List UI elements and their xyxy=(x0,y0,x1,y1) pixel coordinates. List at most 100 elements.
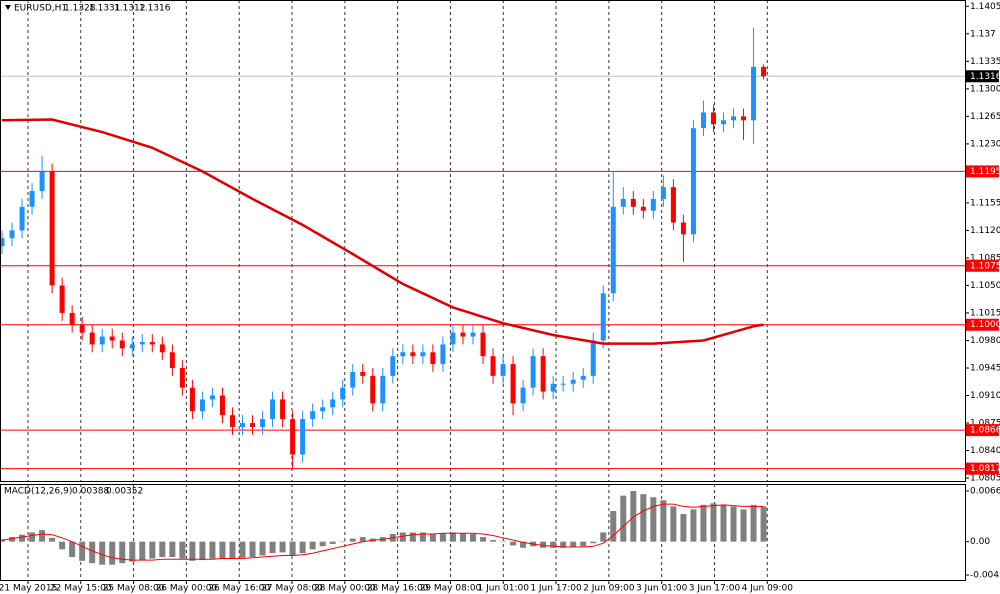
macd-bar xyxy=(630,491,637,542)
candle-body xyxy=(370,375,376,404)
candle-body xyxy=(570,379,576,384)
y-tick-label: 1.1405 xyxy=(970,2,1000,12)
macd-bar xyxy=(520,541,527,548)
candle-body xyxy=(440,344,446,365)
x-tick-label: 26 May 16:00 xyxy=(208,584,270,594)
candle-body xyxy=(149,342,155,345)
candle-body xyxy=(59,285,65,313)
candle-body xyxy=(229,415,235,427)
level-label: 1.1000 xyxy=(970,320,1000,330)
macd-bar xyxy=(600,532,607,542)
candle-body xyxy=(29,191,35,207)
candle-body xyxy=(320,407,326,412)
candle-body xyxy=(600,293,606,341)
macd-bar xyxy=(409,532,416,542)
macd-bar xyxy=(239,541,246,558)
candle-body xyxy=(109,336,115,341)
x-tick-label: 28 May 16:00 xyxy=(367,584,429,594)
macd-bar xyxy=(730,506,737,542)
x-tick-label: 2 Jun 09:00 xyxy=(583,584,635,594)
macd-bar xyxy=(359,537,366,542)
macd-bar xyxy=(59,541,66,550)
macd-bar xyxy=(199,541,206,561)
candle-body xyxy=(129,344,135,349)
x-tick-label: 22 May 15:00 xyxy=(50,584,112,594)
candle-body xyxy=(209,395,215,400)
macd-bar xyxy=(449,532,456,542)
x-tick-label: 1 Jun 17:00 xyxy=(530,584,582,594)
moving-average xyxy=(1,118,764,345)
macd-bar xyxy=(129,541,136,562)
y-tick-label: 1.1300 xyxy=(970,84,1000,94)
y-tick-label: 1.1120 xyxy=(970,226,1000,236)
candle-body xyxy=(610,206,616,294)
macd-bar xyxy=(760,506,767,542)
menu-arrow[interactable] xyxy=(5,5,11,10)
macd-bar xyxy=(119,541,126,564)
candle-body xyxy=(630,198,636,207)
candle-body xyxy=(69,312,75,325)
candle-body xyxy=(290,419,296,455)
candle-body xyxy=(460,332,466,337)
macd-bar xyxy=(29,532,36,542)
macd-bar xyxy=(399,532,406,542)
candle-body xyxy=(670,187,676,223)
macd-bar xyxy=(89,541,96,564)
macd-bar xyxy=(590,541,597,544)
macd-bar xyxy=(570,541,577,548)
x-tick-label: 1 Jun 01:00 xyxy=(478,584,530,594)
level-label-box xyxy=(966,259,999,272)
candle-body xyxy=(741,116,747,121)
y-tick-label: 1.0840 xyxy=(970,446,1000,456)
candle-body xyxy=(199,399,205,412)
macd-bar xyxy=(159,541,166,557)
level-label-box xyxy=(966,424,999,437)
candle-body xyxy=(490,356,496,376)
x-tick-label: 28 May 00:00 xyxy=(314,584,376,594)
candle-body xyxy=(179,367,185,388)
macd-bar xyxy=(469,533,476,542)
candle-body xyxy=(580,375,586,380)
symbol: EURUSD,H1 xyxy=(14,4,67,14)
y-tick-label: 1.0910 xyxy=(970,391,1000,401)
y-tick-label: 1.0980 xyxy=(970,336,1000,346)
candle-body xyxy=(400,352,406,357)
macd-bar xyxy=(249,541,256,557)
candle-body xyxy=(520,387,526,404)
candle-body xyxy=(240,423,246,427)
candle-body xyxy=(9,230,15,239)
macd-bar xyxy=(279,541,286,553)
macd-bar xyxy=(169,541,176,557)
candle-body xyxy=(219,395,225,416)
candle-body xyxy=(500,364,506,376)
candle-body xyxy=(189,387,195,412)
candle-body xyxy=(330,399,336,408)
y-tick-label: 1.137 xyxy=(970,29,996,39)
macd-bar xyxy=(500,541,507,543)
candle-body xyxy=(340,387,346,400)
macd-bar xyxy=(19,534,26,542)
candle-body xyxy=(49,171,55,286)
candle-body xyxy=(350,371,356,388)
macd-signal-value: 0.00352 xyxy=(106,487,143,497)
macd-bar xyxy=(139,541,146,561)
macd-bar xyxy=(259,541,266,556)
candle-body xyxy=(0,238,5,247)
candle-body xyxy=(169,352,175,368)
candle-body xyxy=(159,344,165,353)
candle-body xyxy=(700,112,706,129)
candle-body xyxy=(260,419,266,427)
x-tick-label: 3 Jun 01:00 xyxy=(636,584,688,594)
macd-bar xyxy=(680,514,687,542)
macd-bar xyxy=(480,537,487,542)
macd-bar xyxy=(650,497,657,542)
candle-body xyxy=(119,340,125,349)
macd-bar xyxy=(189,541,196,561)
candle-body xyxy=(300,419,306,455)
level-label: 1.0817 xyxy=(970,464,1000,474)
y-tick-label: 0.00661 xyxy=(970,486,1000,496)
y-tick-label: 0.00 xyxy=(970,537,990,547)
ohlc-close: 1.1316 xyxy=(139,4,171,14)
macd-bar xyxy=(439,533,446,542)
candle-body xyxy=(640,206,646,211)
